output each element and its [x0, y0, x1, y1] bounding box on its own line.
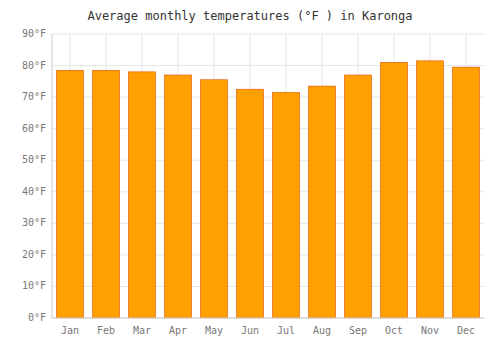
x-axis-line	[52, 318, 484, 319]
x-tick-label: Apr	[169, 325, 187, 336]
x-tick-label: Nov	[421, 325, 439, 336]
y-tick-label: 60°F	[22, 123, 46, 134]
y-tick-label: 0°F	[28, 312, 46, 323]
bar	[381, 62, 408, 318]
bar	[93, 70, 120, 318]
x-tick-label: Jan	[61, 325, 79, 336]
x-tick-label: Jul	[277, 325, 295, 336]
y-tick-labels: 0°F 10°F 20°F 30°F 40°F 50°F 60°F 70°F 80°F 90°F	[22, 28, 46, 323]
bar	[453, 67, 480, 318]
x-tick-label: Mar	[133, 325, 151, 336]
y-grid-line	[52, 34, 484, 35]
y-tick-label: 20°F	[22, 249, 46, 260]
y-tick-label: 70°F	[22, 91, 46, 102]
bar	[309, 86, 336, 318]
bar	[129, 72, 156, 318]
bar	[345, 75, 372, 318]
x-tick-label: Aug	[313, 325, 331, 336]
x-tick-label: Dec	[457, 325, 475, 336]
x-tick-label: Feb	[97, 325, 115, 336]
chart: 0°F 10°F 20°F 30°F 40°F 50°F 60°F 70°F 80°F 90°F J…	[0, 0, 500, 350]
x-tick-label: Oct	[385, 325, 403, 336]
y-tick-label: 50°F	[22, 154, 46, 165]
title: Average monthly temperatures (°F ) in Ka…	[87, 9, 412, 23]
bars	[57, 61, 480, 318]
y-tick-label: 30°F	[22, 217, 46, 228]
y-tick-label: 40°F	[22, 186, 46, 197]
bar	[417, 61, 444, 318]
y-tick-label: 90°F	[22, 28, 46, 39]
bar	[201, 80, 228, 318]
y-axis-line	[52, 34, 53, 318]
bar	[273, 92, 300, 318]
x-tick-labels: Jan Feb Mar Apr May Jun Jul Aug Sep Oct Nov Dec	[61, 325, 475, 336]
chart-container: 0°F 10°F 20°F 30°F 40°F 50°F 60°F 70°F 80°F 90°F J…	[0, 0, 500, 350]
x-tick-label: Jun	[241, 325, 259, 336]
bar	[165, 75, 192, 318]
y-tick-label: 10°F	[22, 280, 46, 291]
x-tick-label: May	[205, 325, 223, 336]
y-grid-line	[52, 318, 484, 319]
grid	[52, 34, 484, 318]
bar	[57, 70, 84, 318]
bar	[237, 89, 264, 318]
x-tick-label: Sep	[349, 325, 367, 336]
y-tick-label: 80°F	[22, 60, 46, 71]
